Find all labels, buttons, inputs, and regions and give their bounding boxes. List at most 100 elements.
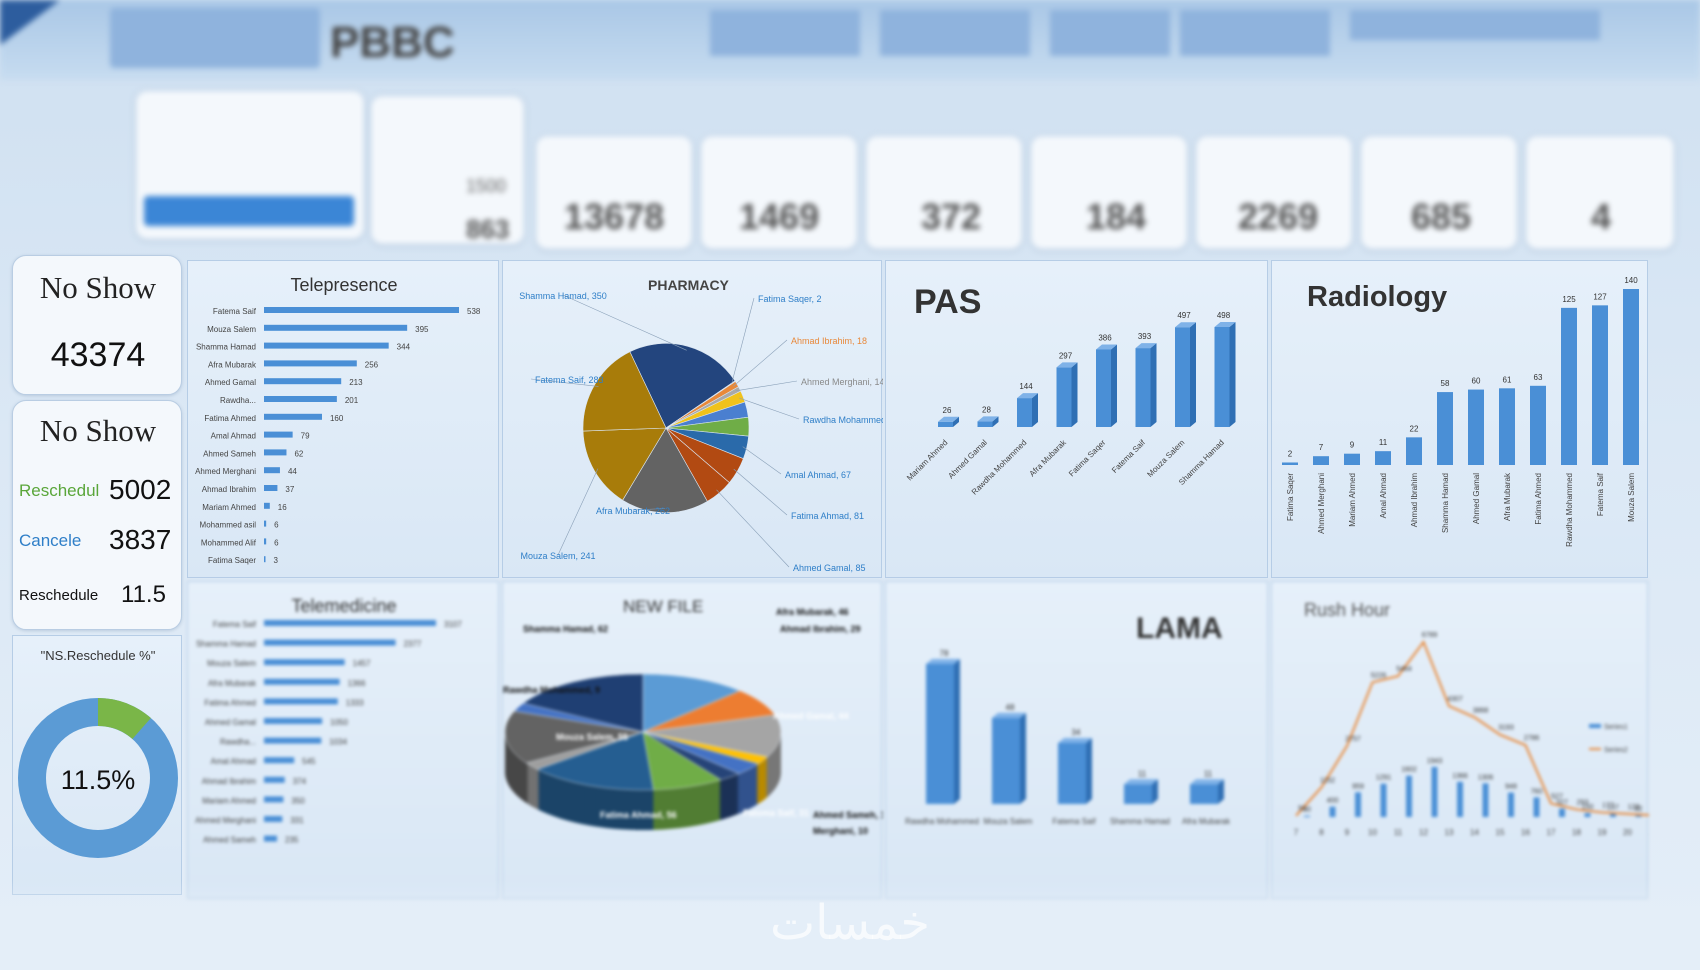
pie-slice xyxy=(582,351,667,432)
slice-label: Afra Mubarak, 262 xyxy=(596,506,670,516)
slice-label: Shamma Hamad, 350 xyxy=(519,291,607,301)
category-label: Mariam Ahmed xyxy=(202,503,256,512)
noshow-card-breakdown: No Show Reschedul 5002 Cancele 3837 Resc… xyxy=(12,400,182,630)
leader-line xyxy=(632,508,665,511)
bar xyxy=(264,342,389,349)
noshow-breakdown-title: No Show xyxy=(39,413,157,448)
value-label: 1457 xyxy=(353,659,371,668)
bar-top xyxy=(1190,779,1224,785)
pharmacy-panel: PHARMACY Shamma Hamad, 350 Fatima Saqer, 2… xyxy=(502,260,901,578)
value-label: 213 xyxy=(349,378,363,387)
category-label: Mariam Ahmed xyxy=(905,438,949,482)
lama-chart: LAMA 78 Rawdha Mohammed 48 Mouza Salem 34 Fate… xyxy=(905,612,1231,826)
bar xyxy=(264,396,337,402)
category-label: Ahmed Sameh xyxy=(203,449,256,458)
line-value-label: 5464 xyxy=(1396,666,1412,673)
donut-title: "NS.Reschedule %" xyxy=(40,648,156,663)
value-label: 1306 xyxy=(1478,774,1494,781)
slice-label: Ahmed Gamal, 85 xyxy=(793,563,866,573)
bar xyxy=(264,307,459,313)
value-label: 60 xyxy=(1472,377,1481,386)
bar xyxy=(1135,348,1151,427)
header-tab-3[interactable] xyxy=(1050,10,1170,56)
category-label: Ahmed Gamal xyxy=(946,438,989,481)
category-label: Mouza Salem xyxy=(1627,473,1636,522)
bar xyxy=(1380,783,1387,817)
category-label: Ahmed Gamal xyxy=(205,718,256,727)
line-value-label: 2757 xyxy=(1345,736,1361,743)
leader-line xyxy=(731,297,755,384)
kpi-card-telepresence: 1500 863 xyxy=(370,95,525,245)
category-label: Fatema Saif xyxy=(1110,438,1147,475)
x-tick-label: 11 xyxy=(1394,828,1403,837)
category-label: Ahmed Gamal xyxy=(205,378,256,387)
bar-top xyxy=(1017,393,1038,399)
category-label: Fatima Ahmed xyxy=(204,414,256,423)
kpi-card-7: 4 xyxy=(1525,135,1675,250)
category-label: Mouza Salem xyxy=(207,659,256,668)
category-label: Ahmed Merghani xyxy=(1317,473,1326,534)
header-tab-5[interactable] xyxy=(1350,10,1600,40)
bar-side xyxy=(1218,779,1224,804)
value-label: 22 xyxy=(1410,424,1419,433)
value-label: 386 xyxy=(1098,333,1112,342)
category-label: Amal Ahmad xyxy=(211,432,256,441)
bar-top xyxy=(1056,362,1078,368)
chart-title: Radiology xyxy=(1307,281,1447,313)
bar xyxy=(264,360,357,367)
value-label: 327 xyxy=(1556,800,1568,807)
category-label: Rawdha Mohammed xyxy=(905,817,979,826)
value-label: 374 xyxy=(293,777,307,786)
category-label: Fatema Saif xyxy=(213,307,257,316)
bar xyxy=(1355,792,1361,817)
value-label: 3107 xyxy=(444,620,462,629)
kpi-card-5: 2269 xyxy=(1195,135,1353,250)
bar xyxy=(1214,327,1230,427)
value-label: 1602 xyxy=(1401,767,1417,774)
category-label: Afra Mubarak xyxy=(1028,437,1069,478)
slice-label: Fatoma Saif, 31 xyxy=(743,808,809,818)
category-label: Mohammed asil xyxy=(200,521,257,530)
value-label: 1034 xyxy=(329,738,347,747)
legend-label: Series1 xyxy=(1604,724,1628,731)
value-label: 34 xyxy=(1072,728,1081,737)
bar xyxy=(264,413,322,420)
bar xyxy=(264,659,345,666)
pie-slice xyxy=(522,673,644,733)
bar xyxy=(938,421,953,427)
bar-top xyxy=(992,712,1026,718)
x-tick-label: 7 xyxy=(1294,828,1299,837)
value-label: 201 xyxy=(345,396,359,405)
kpi-value-3: 372 xyxy=(921,196,982,237)
bar xyxy=(1561,307,1577,465)
category-label: Mouza Salem xyxy=(984,817,1033,826)
header-tab-4[interactable] xyxy=(1180,10,1330,56)
pie-slice xyxy=(622,427,708,513)
category-label: Rawdha... xyxy=(220,396,256,405)
value-label: 144 xyxy=(1019,382,1033,391)
bar-top xyxy=(1124,779,1158,785)
bar-side xyxy=(1152,779,1158,804)
value-label: 160 xyxy=(330,414,344,423)
value-label: 1366 xyxy=(348,679,366,688)
slice-label: Shamma Hamad, 62 xyxy=(523,624,608,634)
kpi-value-1: 13678 xyxy=(564,196,665,237)
bar xyxy=(926,664,954,804)
header-tab-1[interactable] xyxy=(710,10,860,56)
series-line xyxy=(1295,639,1679,818)
slice-label: Ahmed Gamal, 44 xyxy=(773,711,849,721)
category-label: Mohammed Alif xyxy=(201,538,257,547)
kpi-row: 1500 863 13678 1469 372 184 2269 685 4 xyxy=(0,85,1700,255)
bar xyxy=(264,502,270,509)
bar-side xyxy=(1111,344,1117,427)
bar xyxy=(264,431,293,438)
bar xyxy=(1437,392,1453,465)
slice-label: Afra Mubarak, 46 xyxy=(776,607,849,617)
value-label: 400 xyxy=(1327,798,1339,805)
slice-label: Ahmed Merghani, 14 xyxy=(801,377,883,387)
header-tab-2[interactable] xyxy=(880,10,1030,56)
category-label: Shamma Hamad xyxy=(196,343,256,352)
value-label: 948 xyxy=(1505,784,1517,791)
category-label: Fatema Saif xyxy=(1596,472,1605,516)
